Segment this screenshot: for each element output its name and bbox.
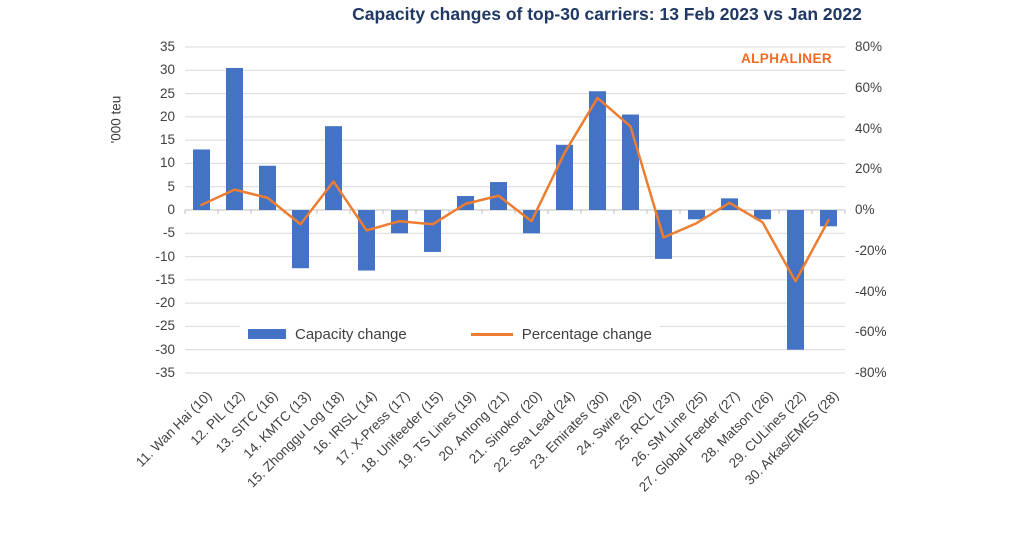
- chart-legend: Capacity change Percentage change: [240, 323, 660, 345]
- left-axis-tick-label: 15: [159, 132, 175, 148]
- legend-label-percentage-change: Percentage change: [521, 325, 652, 343]
- left-axis-tick-label: 35: [159, 39, 175, 54]
- left-axis-tick-label: -5: [162, 225, 175, 241]
- left-axis-tick-label: -20: [155, 295, 175, 311]
- right-axis-tick-label: 40%: [855, 120, 883, 136]
- bar-capacity-change: [754, 210, 771, 220]
- bar-capacity-change: [193, 149, 210, 210]
- bar-capacity-change: [820, 210, 837, 227]
- right-axis-tick-label: 20%: [855, 161, 883, 177]
- legend-item-capacity-change: Capacity change: [248, 326, 407, 343]
- bar-capacity-change: [259, 165, 276, 210]
- left-axis-tick-label: 10: [159, 155, 175, 171]
- legend-label-capacity-change: Capacity change: [295, 325, 407, 343]
- line-percentage-change: [200, 96, 830, 283]
- left-axis-tick-label: -15: [155, 271, 175, 287]
- bar-capacity-change: [292, 210, 309, 269]
- right-axis-tick-label: 0%: [855, 202, 875, 217]
- bar-capacity-change: [688, 210, 705, 220]
- bar-capacity-change: [226, 67, 243, 210]
- right-axis-tick-label: -40%: [855, 283, 887, 299]
- chart-title: Capacity changes of top-30 carriers: 13 …: [352, 4, 862, 24]
- left-axis-tick-label: 25: [159, 85, 175, 101]
- percentage-change-line-swatch-icon: [470, 332, 513, 336]
- legend-item-percentage-change: Percentage change: [470, 325, 652, 343]
- right-axis-tick-label: -80%: [855, 365, 887, 380]
- left-axis-tick-label: -25: [155, 318, 175, 334]
- left-axis-tick-label: -30: [155, 341, 175, 357]
- left-axis-tick-label: 0: [167, 202, 175, 217]
- bar-capacity-change: [358, 210, 375, 271]
- bar-capacity-change: [424, 210, 441, 252]
- right-axis-tick-label: 80%: [855, 39, 883, 54]
- left-axis-tick-label: 5: [167, 178, 175, 194]
- bar-capacity-change: [589, 91, 606, 210]
- left-axis-tick-label: -35: [155, 365, 175, 380]
- capacity-change-swatch-icon: [248, 329, 286, 339]
- left-axis-tick-label: -10: [155, 248, 175, 264]
- left-axis-tick-label: 30: [159, 62, 175, 78]
- right-axis-tick-label: -20%: [855, 242, 887, 258]
- bar-capacity-change: [325, 126, 342, 210]
- left-axis-tick-label: 20: [159, 108, 175, 124]
- alphaliner-watermark: ALPHALINER: [741, 51, 832, 66]
- right-axis-tick-label: 60%: [855, 79, 883, 95]
- right-axis-tick-label: -60%: [855, 324, 887, 340]
